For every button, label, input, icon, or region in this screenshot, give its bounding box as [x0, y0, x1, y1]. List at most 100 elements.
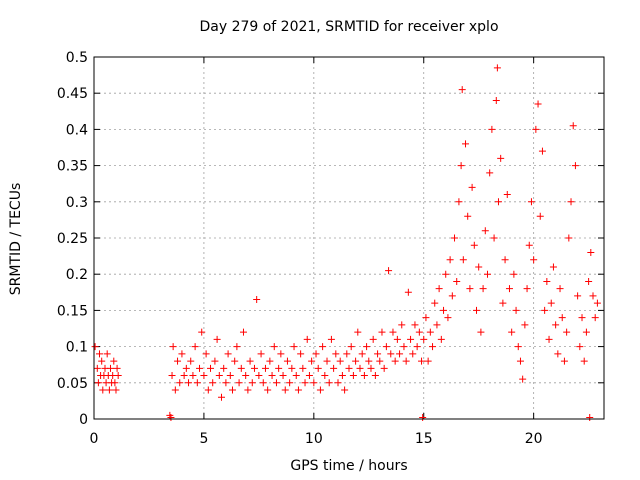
data-point	[323, 357, 331, 365]
data-point	[91, 343, 99, 351]
data-point	[398, 321, 406, 329]
data-point	[363, 343, 371, 351]
data-point	[582, 328, 590, 336]
data-point	[391, 357, 399, 365]
data-point	[389, 328, 397, 336]
data-point	[556, 285, 564, 293]
data-point	[218, 393, 225, 401]
data-point	[514, 343, 522, 351]
data-point	[580, 357, 588, 365]
data-point	[569, 122, 577, 130]
data-point	[458, 86, 466, 94]
data-point	[343, 350, 351, 358]
data-point	[248, 379, 256, 387]
data-point	[310, 379, 318, 387]
data-point	[168, 372, 176, 380]
data-point	[301, 379, 309, 387]
data-point	[554, 350, 562, 358]
data-point	[490, 234, 498, 242]
data-point	[508, 328, 516, 336]
data-point	[279, 372, 287, 380]
data-point	[222, 379, 230, 387]
data-point	[224, 350, 232, 358]
data-point	[549, 263, 557, 271]
ticks: 0 0.05 0.1 0.15 0.2 0.25 0.3 0.35 0.4 0.45 0.5 0 5 10…	[57, 50, 604, 447]
data-point	[189, 372, 197, 380]
data-point	[334, 379, 342, 387]
data-point	[169, 343, 177, 351]
data-point	[244, 386, 252, 394]
data-point	[547, 299, 555, 307]
data-point	[468, 183, 476, 191]
data-point	[111, 379, 119, 387]
data-point	[105, 386, 113, 394]
data-point	[380, 364, 388, 372]
y-tick-label: 0.4	[66, 122, 88, 138]
data-point	[182, 364, 190, 372]
data-point	[552, 321, 560, 329]
data-point	[174, 357, 182, 365]
data-point	[413, 343, 421, 351]
data-point	[336, 357, 344, 365]
data-point	[308, 357, 316, 365]
data-point	[261, 364, 269, 372]
data-point	[319, 343, 327, 351]
data-point	[510, 270, 518, 278]
data-point	[98, 357, 106, 365]
data-point	[545, 335, 553, 343]
data-point	[587, 248, 595, 256]
data-point	[560, 357, 568, 365]
x-tick-label: 15	[415, 431, 433, 447]
data-point	[94, 379, 102, 387]
data-point	[330, 364, 338, 372]
data-point	[477, 328, 485, 336]
data-point	[385, 267, 393, 275]
data-point	[270, 343, 278, 351]
data-point	[354, 328, 362, 336]
data-point	[294, 386, 302, 394]
data-point	[446, 256, 454, 264]
data-point	[112, 386, 120, 394]
data-point	[220, 364, 228, 372]
data-point	[176, 379, 184, 387]
data-point	[198, 328, 206, 336]
data-point	[475, 263, 483, 271]
data-point	[497, 154, 505, 162]
data-point	[356, 364, 364, 372]
data-point	[358, 350, 366, 358]
data-point	[571, 162, 579, 170]
data-point	[349, 372, 357, 380]
data-point	[558, 314, 566, 322]
data-point	[512, 306, 520, 314]
data-point	[347, 343, 355, 351]
y-tick-label: 0	[79, 412, 88, 428]
data-point	[402, 357, 410, 365]
data-point	[303, 335, 311, 343]
y-tick-label: 0.25	[57, 231, 88, 247]
data-point	[235, 379, 243, 387]
data-point	[275, 364, 283, 372]
data-point	[187, 357, 195, 365]
data-point	[246, 357, 254, 365]
data-point	[305, 372, 313, 380]
y-axis-title: SRMTID / TECUs	[8, 183, 24, 296]
data-point	[286, 379, 294, 387]
data-point	[316, 386, 324, 394]
data-point	[453, 277, 461, 285]
data-point	[435, 285, 443, 293]
data-point	[327, 335, 335, 343]
data-point	[534, 100, 542, 108]
data-point	[209, 379, 217, 387]
data-point	[297, 350, 305, 358]
data-point	[299, 364, 307, 372]
data-point	[419, 414, 427, 422]
data-point	[259, 379, 267, 387]
data-point	[589, 292, 597, 300]
y-tick-label: 0.05	[57, 376, 88, 392]
data-point	[499, 299, 507, 307]
data-point	[451, 234, 459, 242]
x-tick-label: 0	[90, 431, 99, 447]
data-point	[473, 306, 480, 314]
data-point	[191, 343, 199, 351]
